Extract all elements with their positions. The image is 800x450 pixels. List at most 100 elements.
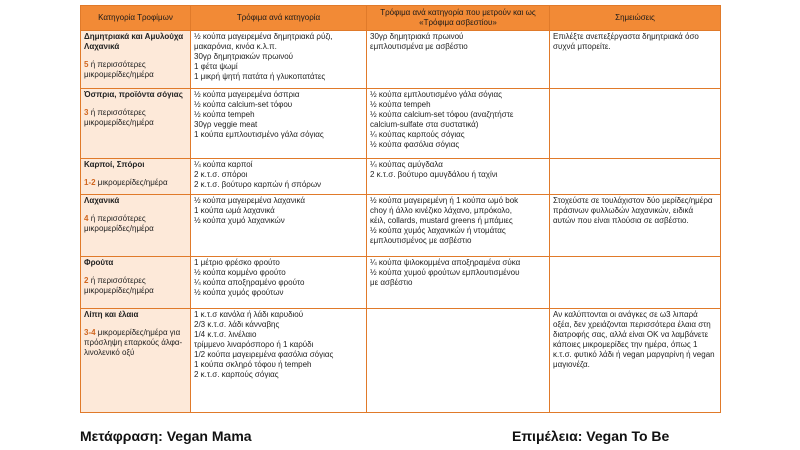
editing-credit: Επιμέλεια: Vegan To Be: [512, 428, 670, 444]
food-item: 1 κούπα εμπλουτισμένο γάλα σόγιας: [194, 130, 324, 139]
table-row: Λαχανικά 4 ή περισσότερες μικρομερίδες/ημ…: [80, 194, 721, 257]
food-item: 1 κούπα ωμά λαχανικά: [194, 206, 275, 215]
table-row: Καρποί, Σπόροι 1-2 μικρομερίδες/ημέρα ¼ κο…: [80, 158, 721, 195]
calcium-food-item: ½ κούπα χυμός λαχανικών ή ντομάτας: [370, 226, 506, 235]
food-item: ½ κούπα μαγειρεμένα όσπρια: [194, 90, 300, 99]
serving-unit: ή περισσότερες μικρομερίδες/ημέρα: [84, 214, 154, 233]
food-item: ½ κούπα κομμένο φρούτο: [194, 268, 286, 277]
food-item: ½ κούπα χυμό λαχανικών: [194, 216, 285, 225]
category-name: Δημητριακά και Αμυλούχα Λαχανικά: [84, 32, 184, 51]
category-name: Όσπρια, προϊόντα σόγιας: [84, 90, 183, 99]
calcium-food-item: ½ κούπα χυμού φρούτων εμπλουτισμένου: [370, 268, 520, 277]
calcium-food-item: 30γρ δημητριακά πρωινού: [370, 32, 464, 41]
serving-recommendation: 3-4 μικρομερίδες/ημέρα για πρόσληψη επαρ…: [84, 328, 187, 358]
translation-credit: Μετάφραση: Vegan Mama: [80, 428, 252, 444]
food-item: 1/4 κ.τ.σ. λινέλαιο: [194, 330, 257, 339]
notes-cell: [549, 256, 721, 309]
serving-recommendation: 1-2 μικρομερίδες/ημέρα: [84, 178, 187, 188]
category-cell: Όσπρια, προϊόντα σόγιας 3 ή περισσότερες …: [80, 88, 191, 159]
serving-count: 3-4: [84, 328, 96, 337]
calcium-foods-cell: ½ κούπα εμπλουτισμένο γάλα σόγιας ½ κούπα…: [366, 88, 550, 159]
calcium-food-item: ½ κούπα φασόλια σόγιας: [370, 140, 460, 149]
serving-unit: ή περισσότερες μικρομερίδες/ημέρα: [84, 276, 154, 295]
category-cell: Καρποί, Σπόροι 1-2 μικρομερίδες/ημέρα: [80, 158, 191, 195]
notes-cell: [549, 158, 721, 195]
notes-cell: Στοχεύστε σε τουλάχιστον δύο μερίδες/ημέ…: [549, 194, 721, 257]
note-text: Στοχεύστε σε τουλάχιστον δύο μερίδες/ημέ…: [553, 196, 713, 225]
header-calcium-foods: Τρόφιμα ανά κατηγορία που μετρούν και ως…: [366, 5, 550, 31]
food-item: 30γρ veggie meat: [194, 120, 258, 129]
category-name: Λίπη και έλαια: [84, 310, 139, 319]
calcium-food-item: choy ή άλλο κινέζικο λάχανο, μπρόκολο,: [370, 206, 512, 215]
calcium-foods-cell: ¼ κούπας αμύγδαλα 2 κ.τ.σ. βούτυρο αμυγδά…: [366, 158, 550, 195]
foods-cell: 1 μέτριο φρέσκο φρούτο ½ κούπα κομμένο φρ…: [190, 256, 367, 309]
food-item: ½ κούπα calcium-set τόφου: [194, 100, 293, 109]
food-item: ½ κούπα tempeh: [194, 110, 255, 119]
header-foods: Τρόφιμα ανά κατηγορία: [190, 5, 367, 31]
food-guide-table: Κατηγορία Τροφίμων Τρόφιμα ανά κατηγορία…: [80, 5, 721, 413]
category-name: Καρποί, Σπόροι: [84, 160, 145, 169]
serving-unit: ή περισσότερες μικρομερίδες/ημέρα: [84, 108, 154, 127]
food-item: 2 κ.τ.σ. σπόροι: [194, 170, 248, 179]
category-cell: Δημητριακά και Αμυλούχα Λαχανικά 5 ή περι…: [80, 30, 191, 89]
calcium-food-item: ½ κούπα μαγειρεμένη ή 1 κούπα ωμό bok: [370, 196, 519, 205]
note-text: Αν καλύπτονται οι ανάγκες σε ω3 λιπαρά ο…: [553, 310, 715, 369]
header-notes: Σημειώσεις: [549, 5, 721, 31]
foods-cell: ½ κούπα μαγειρεμένα όσπρια ½ κούπα calciu…: [190, 88, 367, 159]
serving-count: 1-2: [84, 178, 96, 187]
food-item: 1 κούπα σκληρό τόφου ή tempeh: [194, 360, 312, 369]
category-name: Φρούτα: [84, 258, 114, 267]
calcium-foods-cell: ¼ κούπα ψιλοκομμένα αποξηραμένα σύκα ½ κο…: [366, 256, 550, 309]
calcium-foods-cell: ½ κούπα μαγειρεμένη ή 1 κούπα ωμό bok cho…: [366, 194, 550, 257]
food-item: μακαρόνια, κινόα κ.λ.π.: [194, 42, 277, 51]
food-item: 1/2 κούπα μαγειρεμένα φασόλια σόγιας: [194, 350, 334, 359]
calcium-food-item: ¼ κούπας καρπούς σόγιας: [370, 130, 465, 139]
serving-count: 3: [84, 108, 89, 117]
serving-count: 4: [84, 214, 89, 223]
serving-recommendation: 4 ή περισσότερες μικρομερίδες/ημέρα: [84, 214, 187, 234]
category-cell: Λίπη και έλαια 3-4 μικρομερίδες/ημέρα για…: [80, 308, 191, 413]
food-item: 2 κ.τ.σ. καρπούς σόγιας: [194, 370, 279, 379]
serving-unit: μικρομερίδες/ημέρα: [97, 178, 168, 187]
calcium-food-item: ½ κούπα calcium-set τόφου (αναζητήστε: [370, 110, 514, 119]
food-item: ½ κούπα μαγειρεμένα δημητριακά ρύζι,: [194, 32, 333, 41]
header-category: Κατηγορία Τροφίμων: [80, 5, 191, 31]
calcium-foods-cell: [366, 308, 550, 413]
food-item: 1 φέτα ψωμί: [194, 62, 238, 71]
calcium-food-item: calcium-sulfate στα συστατικά): [370, 120, 479, 129]
food-item: 2 κ.τ.σ. βούτυρο καρπών ή σπόρων: [194, 180, 322, 189]
table-row: Δημητριακά και Αμυλούχα Λαχανικά 5 ή περι…: [80, 30, 721, 89]
food-item: ½ κούπα μαγειρεμένα λαχανικά: [194, 196, 306, 205]
foods-cell: ½ κούπα μαγειρεμένα δημητριακά ρύζι, μακα…: [190, 30, 367, 89]
serving-recommendation: 3 ή περισσότερες μικρομερίδες/ημέρα: [84, 108, 187, 128]
calcium-foods-cell: 30γρ δημητριακά πρωινού εμπλουτισμένα με …: [366, 30, 550, 89]
calcium-food-item: εμπλουτισμένος με ασβέστιο: [370, 236, 472, 245]
food-item: 2/3 κ.τ.σ. λάδι κάνναβης: [194, 320, 280, 329]
food-item: 30γρ δημητριακών πρωινού: [194, 52, 294, 61]
food-item: ¼ κούπα καρποί: [194, 160, 253, 169]
foods-cell: ¼ κούπα καρποί 2 κ.τ.σ. σπόροι 2 κ.τ.σ. βο…: [190, 158, 367, 195]
table-row: Όσπρια, προϊόντα σόγιας 3 ή περισσότερες …: [80, 88, 721, 159]
serving-unit: μικρομερίδες/ημέρα για πρόσληψη επαρκούς…: [84, 328, 183, 357]
serving-count: 2: [84, 276, 89, 285]
notes-cell: Επιλέξτε ανεπεξέργαστα δημητριακά όσο συ…: [549, 30, 721, 89]
calcium-food-item: με ασβέστιο: [370, 278, 413, 287]
calcium-food-item: 2 κ.τ.σ. βούτυρο αμυγδάλου ή ταχίνι: [370, 170, 498, 179]
food-item: τρίμμενο λιναρόσπορο ή 1 καρύδι: [194, 340, 314, 349]
serving-recommendation: 5 ή περισσότερες μικρομερίδες/ημέρα: [84, 60, 187, 80]
calcium-food-item: ¼ κούπα ψιλοκομμένα αποξηραμένα σύκα: [370, 258, 521, 267]
notes-cell: Αν καλύπτονται οι ανάγκες σε ω3 λιπαρά ο…: [549, 308, 721, 413]
food-item: ½ κούπα χυμός φρούτων: [194, 288, 284, 297]
note-text: Επιλέξτε ανεπεξέργαστα δημητριακά όσο συ…: [553, 32, 699, 51]
category-cell: Λαχανικά 4 ή περισσότερες μικρομερίδες/ημ…: [80, 194, 191, 257]
foods-cell: 1 κ.τ.σ κανόλα ή λάδι καρυδιού 2/3 κ.τ.σ.…: [190, 308, 367, 413]
foods-cell: ½ κούπα μαγειρεμένα λαχανικά 1 κούπα ωμά …: [190, 194, 367, 257]
category-name: Λαχανικά: [84, 196, 120, 205]
food-item: 1 μέτριο φρέσκο φρούτο: [194, 258, 280, 267]
category-cell: Φρούτα 2 ή περισσότερες μικρομερίδες/ημέρ…: [80, 256, 191, 309]
calcium-food-item: ½ κούπα εμπλουτισμένο γάλα σόγιας: [370, 90, 502, 99]
food-item: 1 κ.τ.σ κανόλα ή λάδι καρυδιού: [194, 310, 304, 319]
notes-cell: [549, 88, 721, 159]
calcium-food-item: ¼ κούπας αμύγδαλα: [370, 160, 443, 169]
food-item: ¼ κούπα αποξηραμένο φρούτο: [194, 278, 305, 287]
